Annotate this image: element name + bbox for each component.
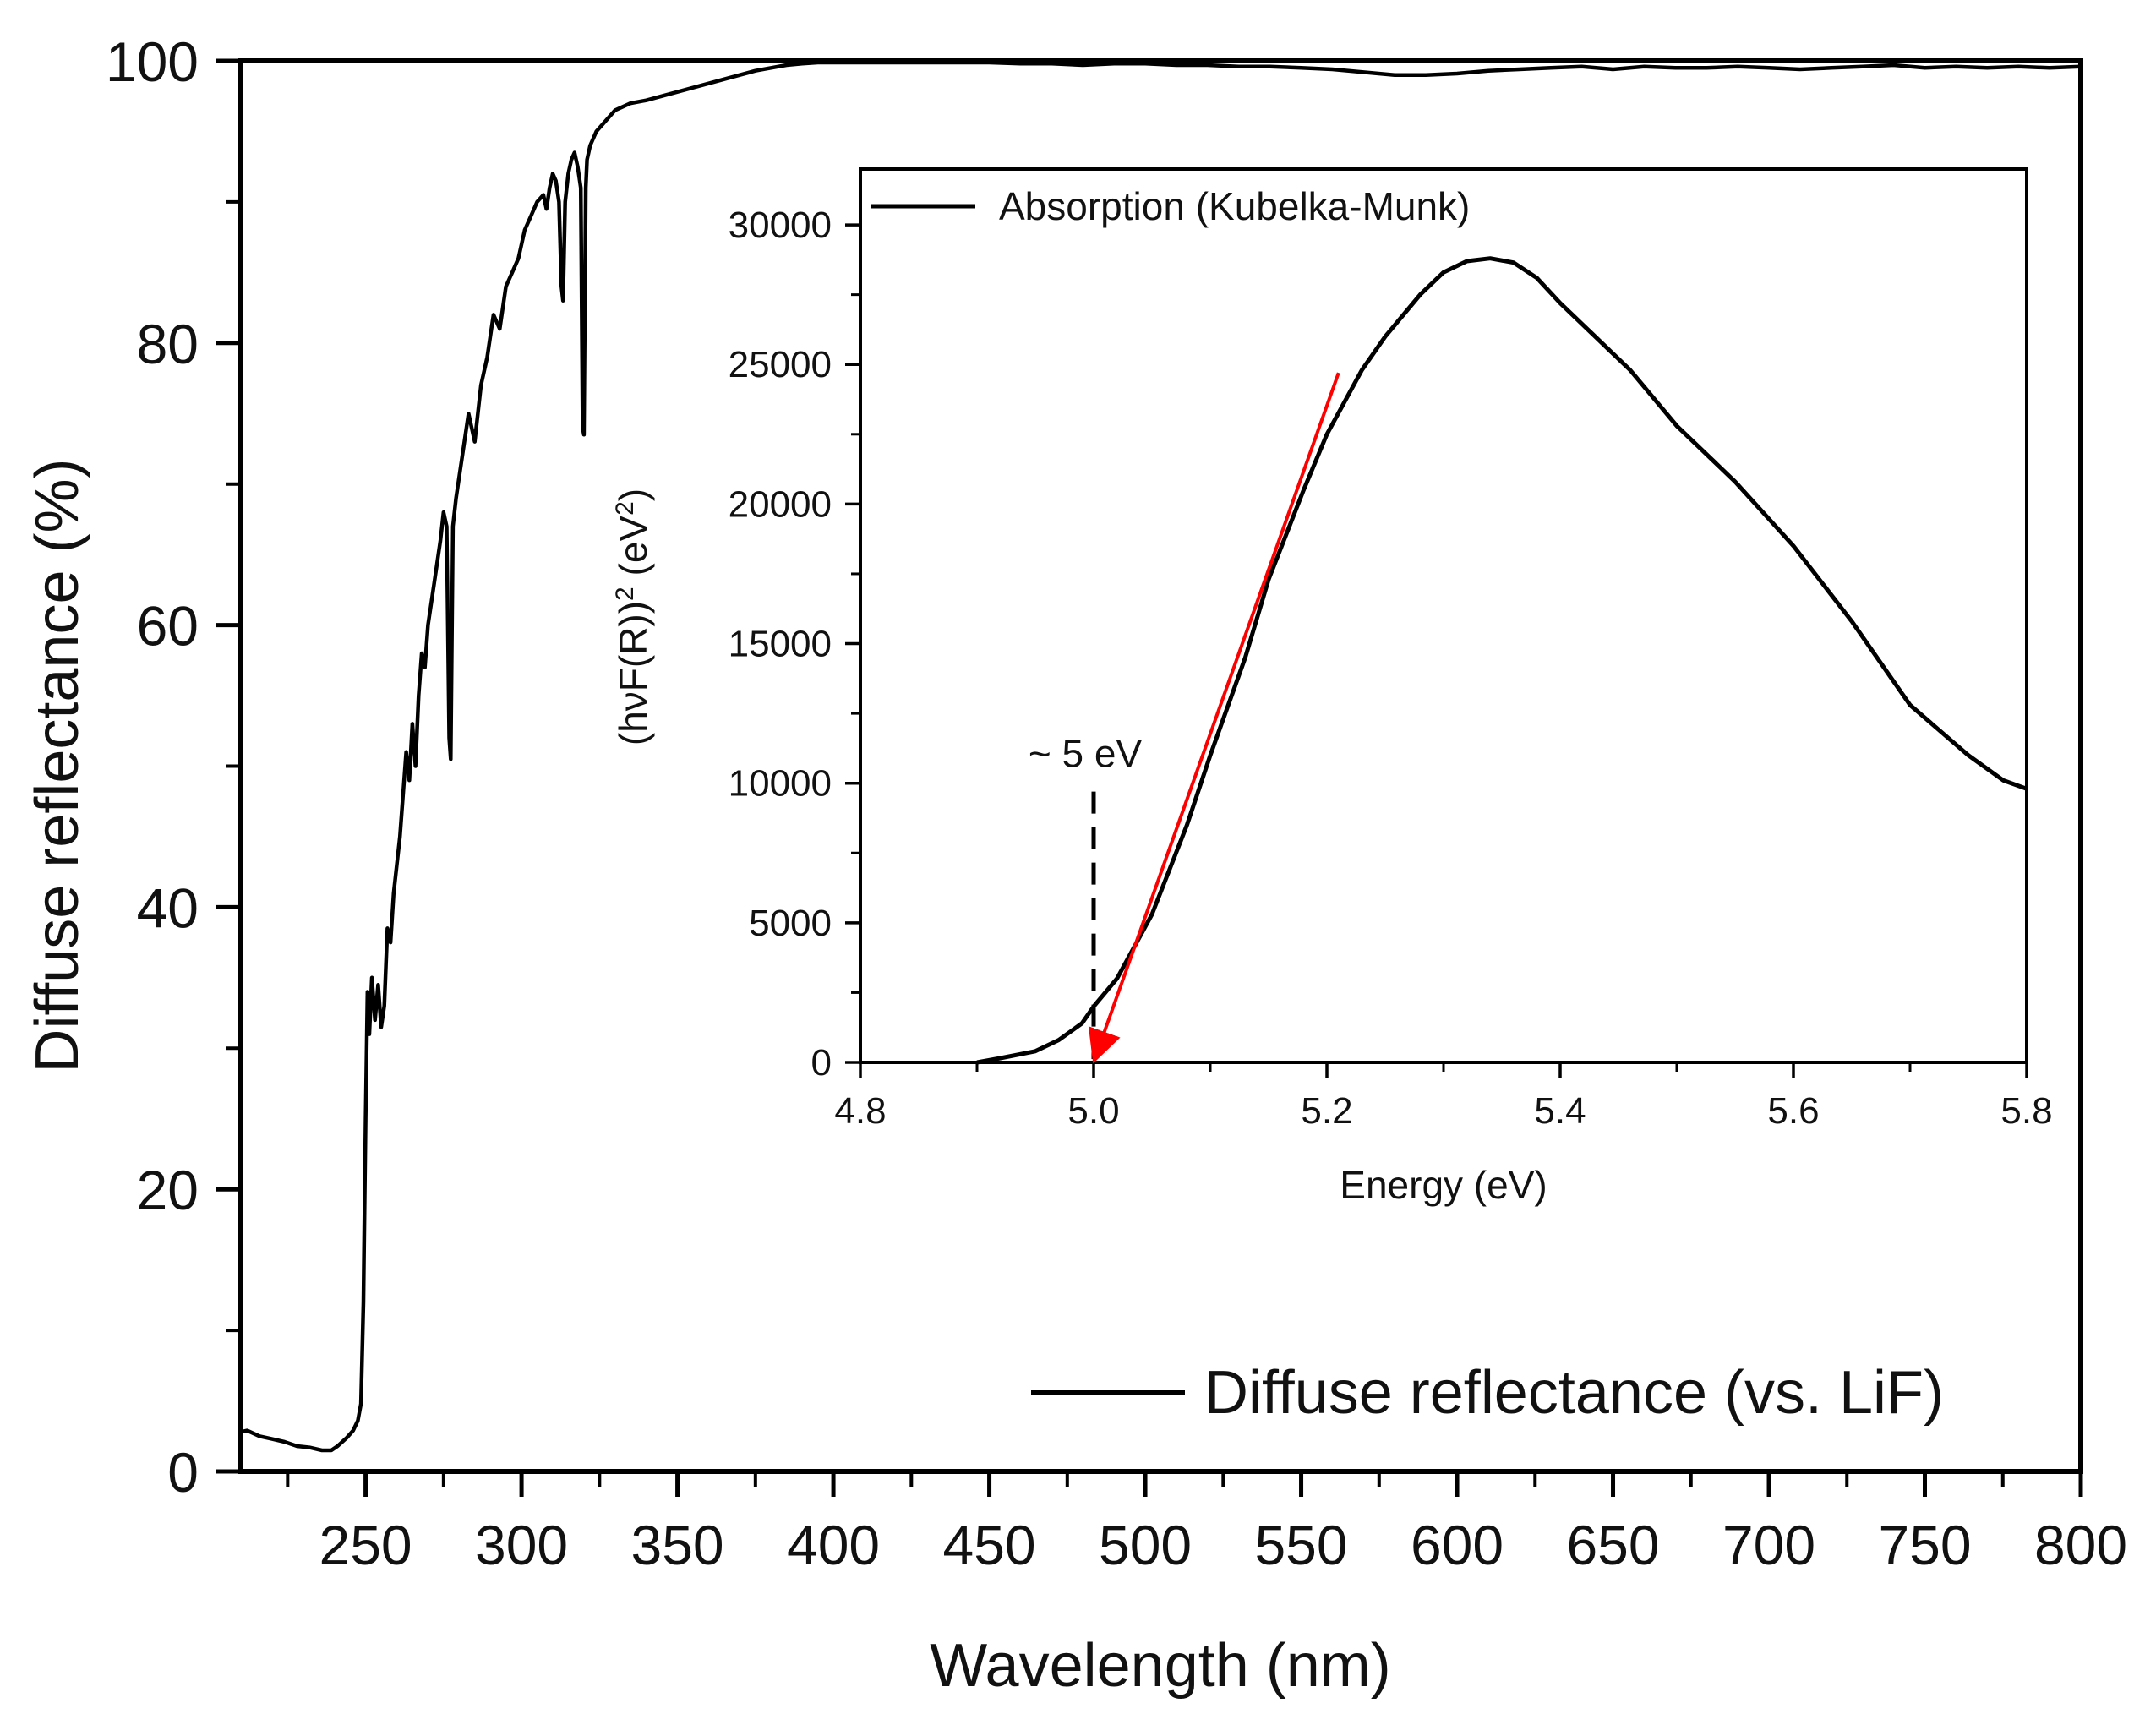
main-x-tick-label: 400 [787,1514,880,1576]
main-x-tick-label: 250 [319,1514,412,1576]
main-x-tick-label: 650 [1566,1514,1659,1576]
main-y-tick-label: 100 [106,30,199,93]
inset-chart: 4.8 5.0 5.2 5.4 5.6 5.8 0 5000 10000 15000 20000 25… [611,167,2053,1207]
main-x-tick-label: 450 [942,1514,1035,1576]
inset-axis-ticks [845,223,2028,1078]
inset-x-tick-label: 5.6 [1767,1090,1819,1132]
tauc-fit-arrow [1088,372,1340,1064]
inset-y-tick-label: 20000 [729,483,832,525]
inset-y-tick-label: 0 [811,1042,832,1084]
main-legend: Diffuse reflectance (vs. LiF) [1031,1359,1944,1427]
inset-x-tick-label: 5.8 [2000,1090,2052,1132]
inset-y-tick-label: 5000 [749,903,832,944]
inset-x-tick-label: 5.2 [1301,1090,1352,1132]
inset-y-tick-label: 25000 [729,344,832,385]
main-x-tick-label: 600 [1411,1514,1504,1576]
inset-y-axis-title: (hνF(R))2 (eV2) [611,489,656,745]
main-y-tick-label: 80 [137,313,199,375]
main-y-tick-label: 60 [137,595,199,658]
main-x-tick-label: 550 [1254,1514,1347,1576]
main-y-tick-label: 0 [167,1441,199,1504]
inset-y-tick-label: 15000 [729,624,832,665]
main-x-tick-label: 750 [1878,1514,1971,1576]
main-y-tick-label: 40 [137,876,199,939]
main-x-axis-title: Wavelength (nm) [930,1632,1391,1700]
main-axis-tick-labels: 250 300 350 400 450 500 550 600 650 700 750 8000204… [106,30,2127,1576]
inset-x-axis-title: Energy (eV) [1340,1163,1547,1207]
main-x-tick-label: 350 [631,1514,724,1576]
main-reflectance-line [240,60,2082,1453]
inset-plot-frame [859,167,2028,1064]
main-x-tick-label: 800 [2034,1514,2127,1576]
inset-x-tick-label: 5.0 [1067,1090,1119,1132]
inset-y-tick-label: 10000 [729,763,832,805]
main-x-tick-label: 700 [1722,1514,1815,1576]
inset-legend-label: Absorption (Kubelka-Munk) [999,184,1470,228]
main-legend-label: Diffuse reflectance (vs. LiF) [1204,1359,1944,1427]
inset-legend: Absorption (Kubelka-Munk) [871,184,1470,228]
inset-x-tick-label: 4.8 [834,1090,886,1132]
inset-x-tick-label: 5.4 [1534,1090,1586,1132]
inset-y-tick-label: 30000 [729,205,832,246]
main-axis-ticks [216,58,2083,1497]
main-chart: 250 300 350 400 450 500 550 600 650 700 750 8000204… [24,30,2127,1700]
main-y-axis-title: Diffuse reflectance (%) [24,459,91,1073]
main-y-tick-label: 20 [137,1159,199,1221]
inset-axis-tick-labels: 4.8 5.0 5.2 5.4 5.6 5.8 0 5000 10000 15000 20000 25… [729,205,2053,1132]
inset-absorption-line [976,256,2028,1065]
bandgap-annotation: ~ 5 eV [1029,732,1143,776]
main-x-tick-label: 500 [1099,1514,1192,1576]
main-x-tick-label: 300 [475,1514,568,1576]
